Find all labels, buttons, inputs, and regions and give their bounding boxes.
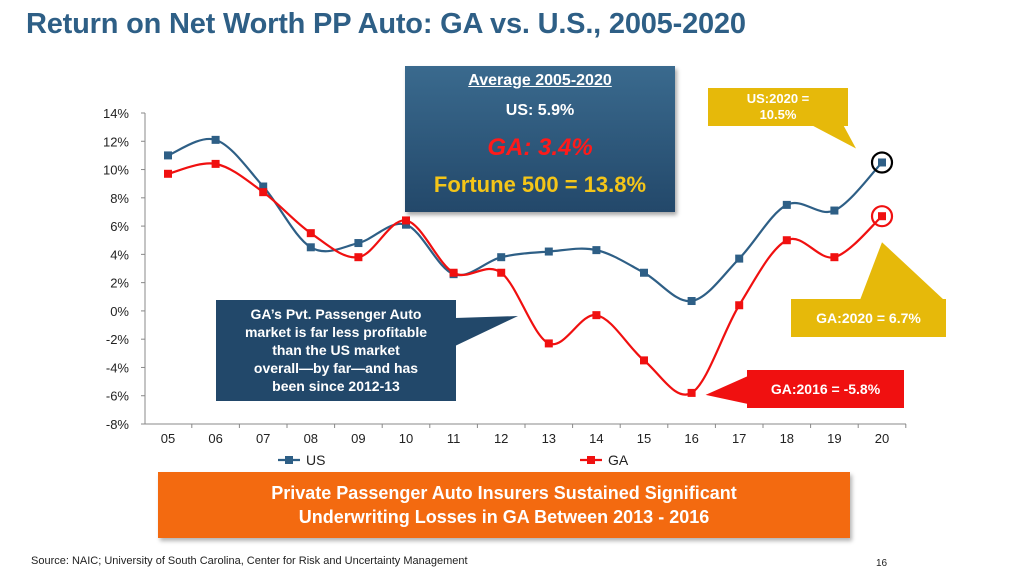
y-axis: 14% 12% 10% 8% 6% 4% 2% 0% -2% -4% -6% -8% — [103, 106, 146, 432]
data-point-us — [640, 268, 648, 277]
x-tick-label: 08 — [304, 431, 318, 446]
series-line-us — [167, 137, 883, 303]
bottom-banner: Private Passenger Auto Insurers Sustaine… — [158, 472, 850, 538]
data-point-us — [830, 206, 839, 215]
data-point-ga — [544, 339, 553, 348]
data-point-ga — [782, 236, 791, 245]
data-point-us — [164, 151, 172, 160]
x-tick-label: 17 — [732, 431, 746, 446]
y-tick-label: 4% — [110, 247, 129, 262]
average-box: Average 2005-2020 US: 5.9% GA: 3.4% Fort… — [405, 66, 675, 212]
y-tick-label: 12% — [103, 134, 129, 149]
data-point-ga — [878, 212, 886, 221]
x-tick-label: 19 — [827, 431, 841, 446]
data-point-us — [592, 246, 601, 255]
data-point-ga — [449, 268, 458, 277]
data-point-us — [306, 243, 315, 252]
data-point-us — [687, 297, 696, 306]
x-tick-label: 12 — [494, 431, 508, 446]
x-tick-label: 10 — [399, 431, 413, 446]
x-tick-label: 06 — [208, 431, 222, 446]
x-tick-label: 07 — [256, 431, 270, 446]
legend-swatch-marker — [587, 456, 595, 464]
y-tick-label: 0% — [110, 304, 129, 319]
highlight-us-2020 — [870, 151, 894, 174]
data-point-ga — [592, 311, 601, 320]
x-axis: 05 06 07 08 09 10 11 12 13 14 15 16 17 18 19 20 — [145, 423, 907, 446]
pointer-ga-2016 — [705, 376, 748, 404]
x-tick-label: 13 — [542, 431, 556, 446]
x-tick-label: 15 — [637, 431, 651, 446]
data-point-us — [259, 182, 268, 191]
average-fortune-500: Fortune 500 = 13.8% — [433, 172, 647, 197]
callout-us-2020-line-2: 10.5% — [759, 107, 797, 122]
y-tick-label: -4% — [106, 360, 130, 375]
callout-ga-pvt-line-4: overall—by far—and has — [253, 360, 419, 376]
average-box-title: Average 2005-2020 — [468, 72, 612, 89]
data-point-ga — [687, 388, 696, 397]
legend-swatch-marker — [285, 456, 293, 464]
x-tick-label: 09 — [351, 431, 365, 446]
data-point-us — [354, 239, 363, 248]
data-point-ga — [354, 253, 363, 262]
data-point-us — [735, 254, 744, 263]
y-tick-label: -8% — [106, 417, 130, 432]
callout-ga-pvt-line-5: been since 2012-13 — [272, 378, 400, 394]
y-tick-label: 2% — [110, 276, 129, 291]
bottom-banner-line-2: Underwriting Losses in GA Between 2013 -… — [298, 507, 710, 527]
callout-us-2020: US:2020 = 10.5% — [708, 88, 848, 126]
y-tick-label: 14% — [103, 106, 129, 121]
callout-ga-pvt-line-1: GA’s Pvt. Passenger Auto — [250, 306, 422, 322]
average-us: US: 5.9% — [505, 102, 575, 119]
x-tick-label: 14 — [589, 431, 603, 446]
y-tick-label: 8% — [110, 191, 129, 206]
data-point-ga — [164, 169, 172, 178]
y-tick-label: 6% — [110, 219, 129, 234]
data-point-us — [497, 253, 506, 262]
data-point-ga — [306, 229, 315, 238]
y-tick-label: -2% — [106, 332, 130, 347]
pointer-ga-2020 — [860, 242, 944, 300]
callout-ga-pvt-line-2: market is far less profitable — [244, 324, 428, 340]
x-tick-label: 05 — [161, 431, 175, 446]
callout-ga-pvt-passenger: GA’s Pvt. Passenger Auto market is far l… — [216, 300, 456, 401]
callout-ga-pvt-line-3: than the US market — [272, 342, 400, 358]
data-point-ga — [211, 159, 220, 168]
data-point-ga — [497, 268, 506, 277]
pointer-us-2020 — [800, 119, 856, 149]
average-ga: GA: 3.4% — [487, 134, 593, 161]
callout-pointers — [455, 119, 944, 404]
callout-ga-2020: GA:2020 = 6.7% — [791, 299, 946, 337]
data-point-us — [544, 247, 553, 256]
bottom-banner-line-1: Private Passenger Auto Insurers Sustaine… — [271, 483, 737, 503]
series-line-ga — [167, 162, 883, 396]
source-note: Source: NAIC; University of South Caroli… — [31, 555, 468, 567]
x-tick-label: 20 — [875, 431, 889, 446]
callout-ga-2016: GA:2016 = -5.8% — [747, 370, 904, 408]
data-point-us — [402, 220, 410, 229]
data-point-ga — [402, 216, 410, 225]
data-point-ga — [259, 188, 268, 197]
legend: US GA — [278, 452, 629, 468]
highlight-ga-2020 — [870, 205, 894, 228]
data-point-us — [878, 158, 886, 167]
data-point-us — [211, 135, 220, 144]
legend-label: US — [306, 452, 325, 468]
x-tick-label: 18 — [780, 431, 794, 446]
page-number: 16 — [876, 558, 888, 569]
pointer-ga-pvt — [455, 316, 518, 346]
y-tick-label: 10% — [103, 163, 129, 178]
data-point-ga — [830, 253, 839, 262]
legend-label: GA — [608, 452, 629, 468]
data-point-us — [782, 200, 791, 209]
callout-us-2020-line-1: US:2020 = — [746, 91, 810, 106]
page-title: Return on Net Worth PP Auto: GA vs. U.S.… — [26, 8, 746, 40]
series-layer — [164, 135, 894, 397]
data-point-ga — [640, 356, 648, 365]
x-tick-label: 11 — [447, 431, 461, 446]
data-point-ga — [735, 301, 744, 310]
x-tick-label: 16 — [684, 431, 698, 446]
y-tick-label: -6% — [106, 389, 130, 404]
